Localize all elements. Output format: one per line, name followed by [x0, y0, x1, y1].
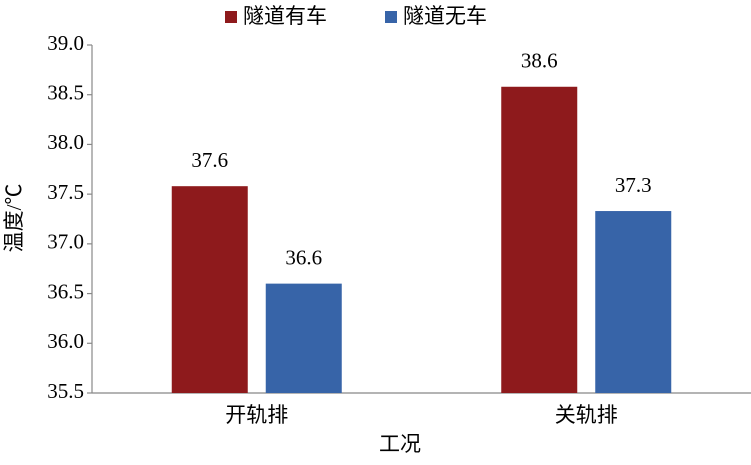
bar: [595, 211, 672, 393]
value-label: 37.3: [615, 173, 652, 197]
bar: [171, 186, 248, 393]
y-tick-label: 35.5: [47, 379, 84, 403]
y-axis-label: 温度/℃: [2, 184, 26, 253]
legend-swatch: [385, 11, 397, 23]
value-label: 37.6: [191, 148, 228, 172]
bar: [265, 283, 342, 393]
y-tick-label: 37.5: [47, 180, 84, 204]
legend-label: 隧道无车: [403, 4, 487, 28]
y-tick-label: 37.0: [47, 230, 84, 254]
x-tick-label: 关轨排: [555, 403, 618, 427]
x-axis-label: 工况: [379, 432, 421, 456]
bar: [501, 86, 578, 393]
y-tick-label: 39.0: [47, 31, 84, 55]
y-tick-label: 38.5: [47, 81, 84, 105]
y-tick-label: 38.0: [47, 130, 84, 154]
value-label: 38.6: [521, 49, 558, 73]
y-tick-label: 36.0: [47, 329, 84, 353]
value-label: 36.6: [285, 245, 322, 269]
legend-label: 隧道有车: [243, 4, 327, 28]
y-tick-label: 36.5: [47, 279, 84, 303]
legend-swatch: [225, 11, 237, 23]
x-tick-label: 开轨排: [225, 403, 288, 427]
